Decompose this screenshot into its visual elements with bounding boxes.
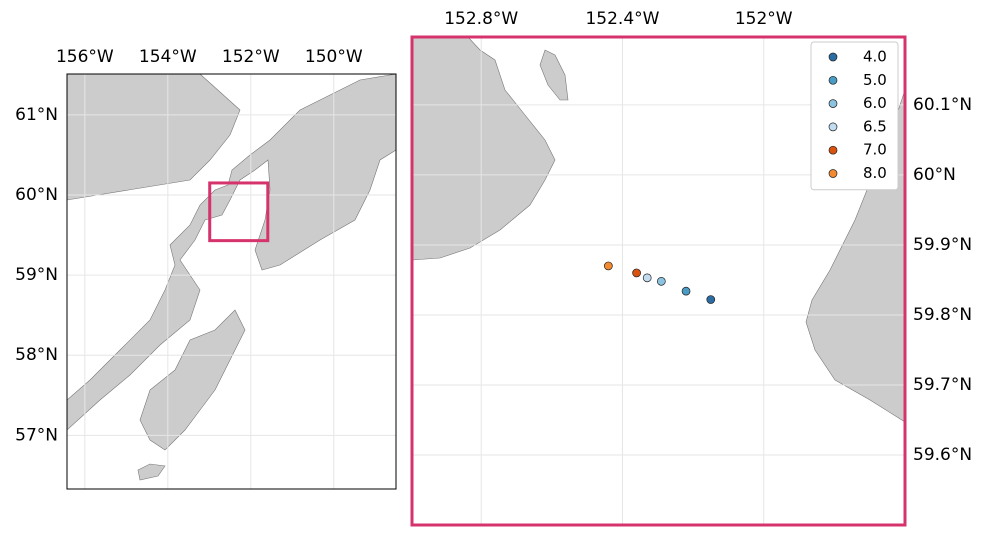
legend-label: 5.0 — [863, 71, 887, 89]
y-tick-label: 57°N — [15, 425, 58, 445]
map-frame — [410, 35, 907, 527]
y-tick-label: 60.1°N — [913, 95, 972, 115]
x-tick-label: 154°W — [139, 47, 197, 67]
y-tick-label: 59.7°N — [913, 375, 972, 395]
y-tick-label: 59.9°N — [913, 235, 972, 255]
map-frame — [66, 73, 397, 490]
point — [681, 286, 691, 296]
legend-marker — [828, 169, 838, 178]
point — [706, 295, 716, 304]
point — [604, 261, 613, 271]
legend-label: 7.0 — [863, 141, 887, 159]
x-tick-label: 150°W — [305, 47, 363, 67]
x-tick-label: 156°W — [56, 47, 114, 67]
legend-label: 6.5 — [863, 117, 887, 135]
x-tick-label: 152°W — [735, 9, 793, 29]
y-tick-label: 58°N — [15, 345, 58, 365]
legend-marker — [828, 75, 838, 85]
legend-label: 8.0 — [863, 164, 887, 182]
y-tick-label: 61°N — [15, 105, 58, 125]
point — [632, 268, 641, 278]
land-overview — [67, 74, 396, 481]
legend: 4.0 5.0 6.0 6.5 7.0 8.0 — [810, 41, 899, 191]
y-tick-label: 59.8°N — [913, 305, 972, 325]
legend-marker — [828, 52, 838, 62]
point — [656, 277, 666, 286]
y-tick-label: 60°N — [15, 185, 58, 205]
legend-marker — [828, 99, 838, 108]
y-tick-label: 60°N — [913, 165, 956, 185]
legend-marker — [828, 145, 838, 155]
legend-label: 4.0 — [863, 48, 887, 66]
legend-label: 6.0 — [863, 94, 887, 112]
x-tick-label: 152°W — [222, 47, 280, 67]
legend-marker — [828, 122, 838, 132]
inset-box — [208, 181, 270, 243]
x-tick-label: 152.4°W — [585, 9, 659, 29]
point — [642, 273, 652, 283]
x-tick-label: 152.8°W — [444, 9, 518, 29]
y-tick-label: 59.6°N — [913, 445, 972, 465]
y-tick-label: 59°N — [15, 265, 58, 285]
